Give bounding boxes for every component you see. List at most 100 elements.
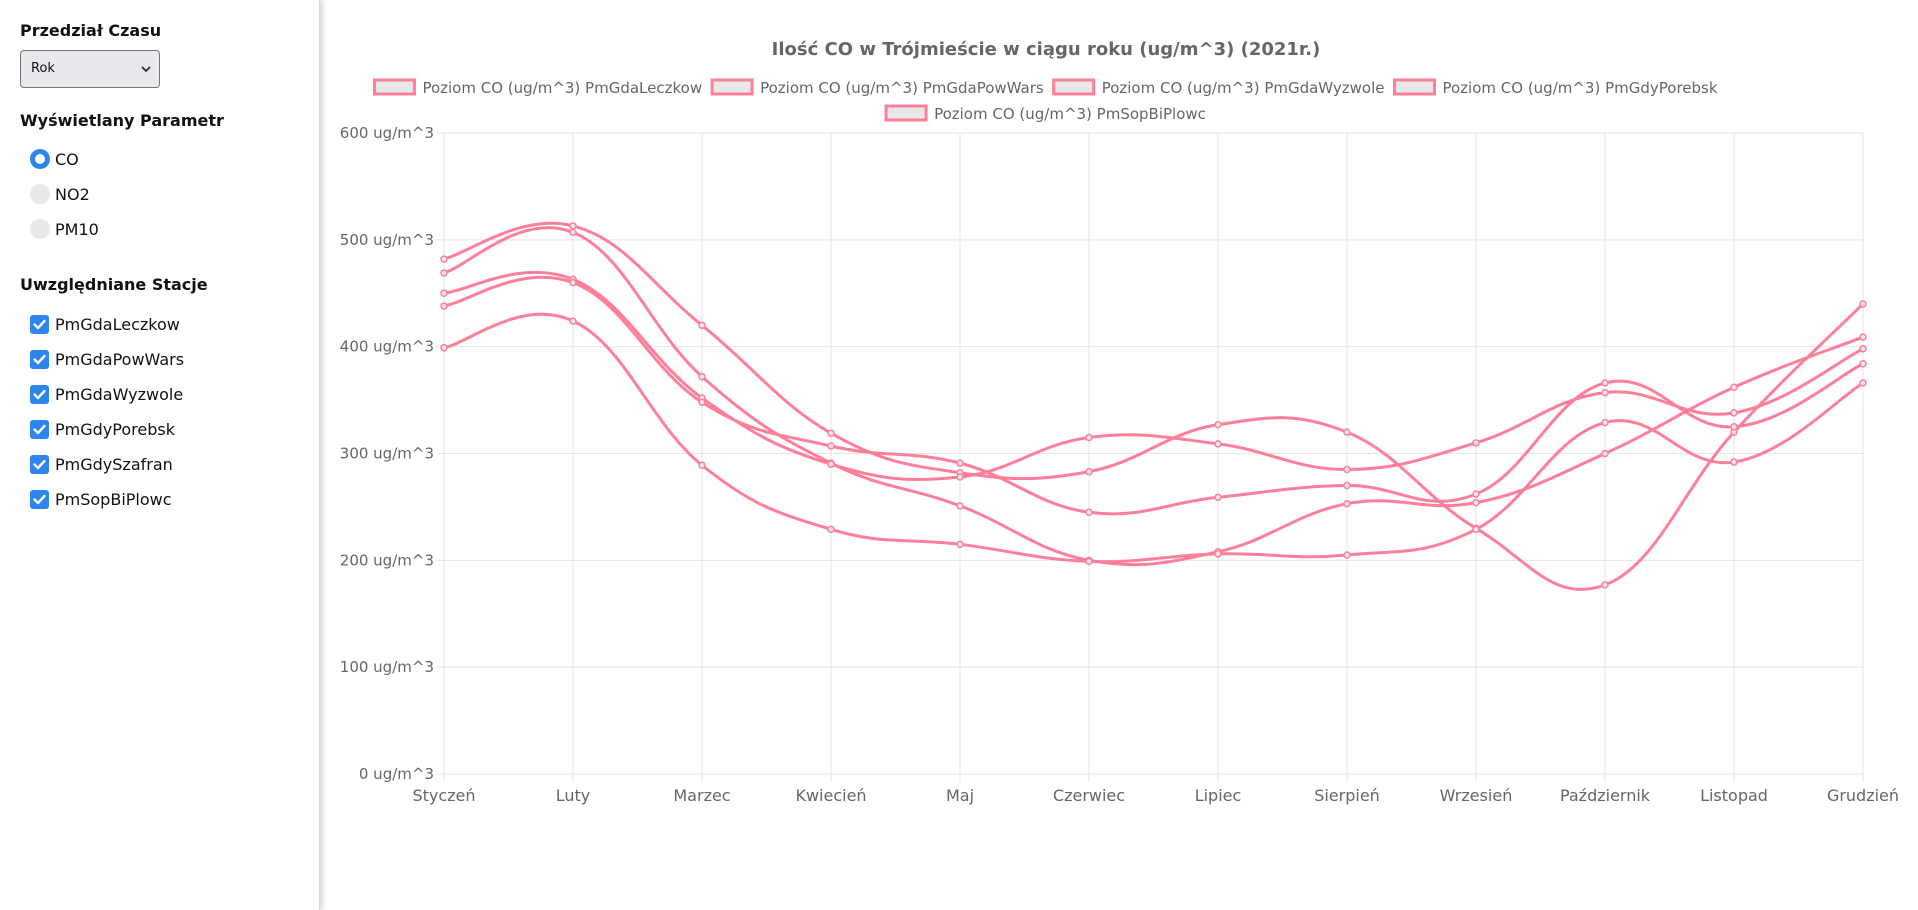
data-point[interactable]	[1472, 490, 1480, 498]
data-point[interactable]	[1343, 428, 1351, 436]
data-point[interactable]	[1343, 465, 1351, 474]
legend-item[interactable]: Poziom CO (ug/m^3) PmSopBiPlowc	[884, 104, 1206, 123]
data-point[interactable]	[1601, 379, 1609, 387]
data-point[interactable]	[1214, 420, 1222, 429]
data-point[interactable]	[1859, 333, 1867, 341]
station-label: PmGdaLeczkow	[55, 314, 180, 334]
data-point[interactable]	[440, 343, 448, 352]
data-point[interactable]	[698, 398, 706, 406]
data-point[interactable]	[1730, 458, 1738, 466]
y-tick-label: 600 ug/m^3	[340, 124, 434, 142]
data-point[interactable]	[827, 525, 835, 534]
x-tick-label: Wrzesień	[1440, 786, 1513, 805]
data-point[interactable]	[1472, 525, 1480, 534]
station-pmgdyporebsk[interactable]: PmGdyPorebsk	[30, 416, 175, 442]
time-range-selected-value: Rok	[31, 61, 55, 76]
data-point[interactable]	[1601, 388, 1609, 397]
radio-co[interactable]: CO	[30, 146, 79, 172]
legend-item[interactable]: Poziom CO (ug/m^3) PmGdaPowWars	[710, 78, 1044, 97]
data-point[interactable]	[1343, 551, 1351, 559]
station-pmgdawyzwole[interactable]: PmGdaWyzwole	[30, 381, 183, 407]
legend-label: Poziom CO (ug/m^3) PmSopBiPlowc	[934, 105, 1206, 123]
x-tick-label: Czerwiec	[1053, 786, 1125, 805]
series-line	[443, 221, 1865, 591]
chevron-down-icon	[141, 66, 151, 73]
data-point[interactable]	[1859, 360, 1867, 368]
data-point[interactable]	[1085, 433, 1093, 442]
radio-pm10[interactable]: PM10	[30, 216, 99, 242]
station-pmgdapowwars[interactable]: PmGdaPowWars	[30, 346, 184, 372]
station-label: PmGdySzafran	[55, 454, 173, 474]
data-point[interactable]	[1343, 499, 1351, 508]
check-icon	[33, 424, 46, 434]
data-point[interactable]	[440, 289, 448, 297]
data-point[interactable]	[1085, 557, 1093, 566]
data-point[interactable]	[698, 321, 706, 330]
data-point[interactable]	[827, 460, 835, 468]
checkbox-checked[interactable]	[30, 489, 49, 509]
data-point[interactable]	[1601, 581, 1609, 589]
stations-title: Uwzględniane Stacje	[20, 275, 208, 294]
checkbox-checked[interactable]	[30, 349, 49, 369]
data-point[interactable]	[827, 442, 835, 450]
checkbox-checked[interactable]	[30, 419, 49, 439]
legend-swatch	[1052, 78, 1096, 96]
checkbox-checked[interactable]	[30, 384, 49, 404]
data-point[interactable]	[1085, 508, 1093, 517]
legend-item[interactable]: Poziom CO (ug/m^3) PmGdyPorebsk	[1392, 78, 1718, 97]
station-pmgdyszafran[interactable]: PmGdySzafran	[30, 451, 173, 477]
data-point[interactable]	[698, 372, 706, 381]
data-point[interactable]	[1730, 383, 1738, 392]
checkbox-checked[interactable]	[30, 454, 49, 474]
data-point[interactable]	[956, 459, 964, 467]
data-point[interactable]	[1472, 439, 1480, 447]
data-point[interactable]	[1472, 498, 1480, 507]
data-point[interactable]	[440, 269, 448, 277]
time-range-title: Przedział Czasu	[20, 21, 162, 40]
chart-title: Ilość CO w Trójmieście w ciągu roku (ug/…	[772, 39, 1321, 60]
data-point[interactable]	[569, 228, 577, 237]
legend-label: Poziom CO (ug/m^3) PmGdaPowWars	[760, 79, 1044, 97]
radio-button[interactable]	[30, 184, 50, 204]
data-point[interactable]	[1859, 300, 1867, 308]
data-point[interactable]	[1859, 345, 1867, 353]
checkbox-checked[interactable]	[30, 314, 49, 334]
series-line	[443, 226, 1864, 567]
data-point[interactable]	[569, 317, 577, 325]
parameter-title: Wyświetlany Parametr	[20, 111, 224, 130]
radio-label-pm10: PM10	[55, 219, 99, 239]
time-range-select[interactable]: Rok	[20, 50, 160, 88]
data-point[interactable]	[827, 429, 835, 437]
y-tick-label: 500 ug/m^3	[340, 231, 434, 249]
data-point[interactable]	[1859, 379, 1867, 387]
data-point[interactable]	[440, 302, 448, 310]
data-point[interactable]	[956, 540, 964, 549]
series-line	[443, 270, 1864, 482]
data-point[interactable]	[1730, 423, 1738, 431]
data-point[interactable]	[698, 461, 706, 470]
legend-item[interactable]: Poziom CO (ug/m^3) PmGdaWyzwole	[1052, 78, 1385, 97]
station-pmsopbiplowc[interactable]: PmSopBiPlowc	[30, 486, 172, 512]
x-tick-label: Październik	[1560, 786, 1651, 805]
radio-button[interactable]	[30, 219, 50, 239]
y-tick-label: 200 ug/m^3	[340, 551, 434, 569]
data-point[interactable]	[956, 502, 964, 510]
data-point[interactable]	[1601, 449, 1609, 458]
data-point[interactable]	[440, 255, 448, 263]
radio-no2[interactable]: NO2	[30, 181, 90, 207]
radio-button-selected[interactable]	[30, 149, 50, 169]
data-point[interactable]	[1730, 409, 1738, 417]
data-point[interactable]	[956, 473, 964, 481]
x-tick-label: Grudzień	[1827, 786, 1899, 805]
data-point[interactable]	[1343, 481, 1351, 490]
data-point[interactable]	[1214, 493, 1222, 502]
data-point[interactable]	[1214, 440, 1222, 448]
data-point[interactable]	[569, 222, 577, 230]
data-point[interactable]	[1601, 418, 1609, 427]
station-pmgdaleczkow[interactable]: PmGdaLeczkow	[30, 311, 180, 337]
data-point[interactable]	[1214, 550, 1222, 558]
data-point[interactable]	[569, 278, 577, 287]
y-tick-label: 400 ug/m^3	[340, 338, 434, 356]
data-point[interactable]	[1085, 467, 1093, 476]
legend-item[interactable]: Poziom CO (ug/m^3) PmGdaLeczkow	[372, 78, 702, 97]
